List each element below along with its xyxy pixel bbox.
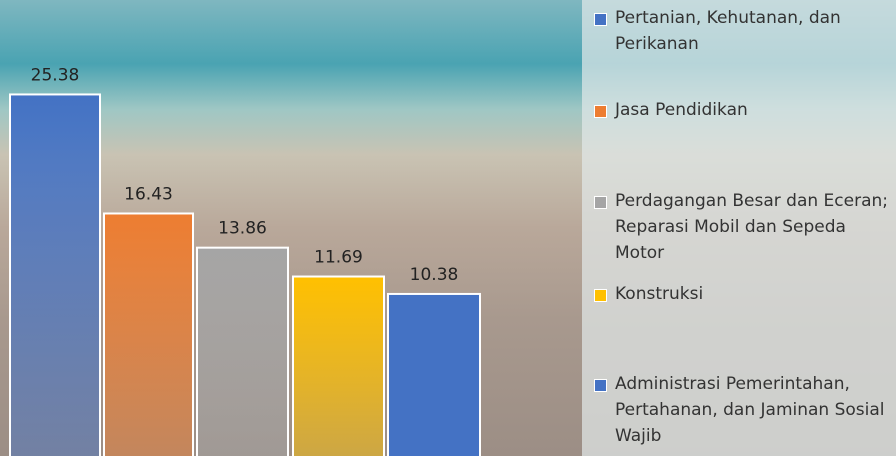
legend-swatch (594, 196, 607, 209)
bar (388, 294, 480, 456)
bar (10, 94, 100, 456)
data-label: 13.86 (218, 219, 267, 239)
chart: 25.38 16.43 13.86 11.69 10.38 Pertanian, Keh… (0, 0, 896, 456)
bar (197, 248, 288, 456)
legend-swatch (594, 105, 607, 118)
legend-label: Administrasi Pemerintahan, Pertahanan, d… (615, 371, 890, 449)
plot: 25.38 16.43 13.86 11.69 10.38 (0, 0, 582, 456)
legend-item: Perdagangan Besar dan Eceran; Reparasi M… (594, 188, 890, 266)
data-label: 10.38 (410, 265, 459, 285)
legend-label: Konstruksi (615, 281, 703, 307)
legend-swatch (594, 289, 607, 302)
legend-item: Jasa Pendidikan (594, 97, 890, 123)
legend-label: Pertanian, Kehutanan, dan Perikanan (615, 5, 890, 57)
data-label: 11.69 (314, 248, 363, 268)
legend-item: Administrasi Pemerintahan, Pertahanan, d… (594, 371, 890, 449)
legend: Pertanian, Kehutanan, dan Perikanan Jasa … (582, 0, 896, 456)
legend-swatch (594, 379, 607, 392)
legend-label: Perdagangan Besar dan Eceran; Reparasi M… (615, 188, 890, 266)
legend-swatch (594, 13, 607, 26)
bar (104, 213, 193, 456)
legend-label: Jasa Pendidikan (615, 97, 748, 123)
legend-item: Konstruksi (594, 281, 890, 307)
data-label: 25.38 (31, 65, 80, 85)
data-label: 16.43 (124, 184, 173, 204)
legend-item: Pertanian, Kehutanan, dan Perikanan (594, 5, 890, 57)
bar (293, 277, 384, 456)
